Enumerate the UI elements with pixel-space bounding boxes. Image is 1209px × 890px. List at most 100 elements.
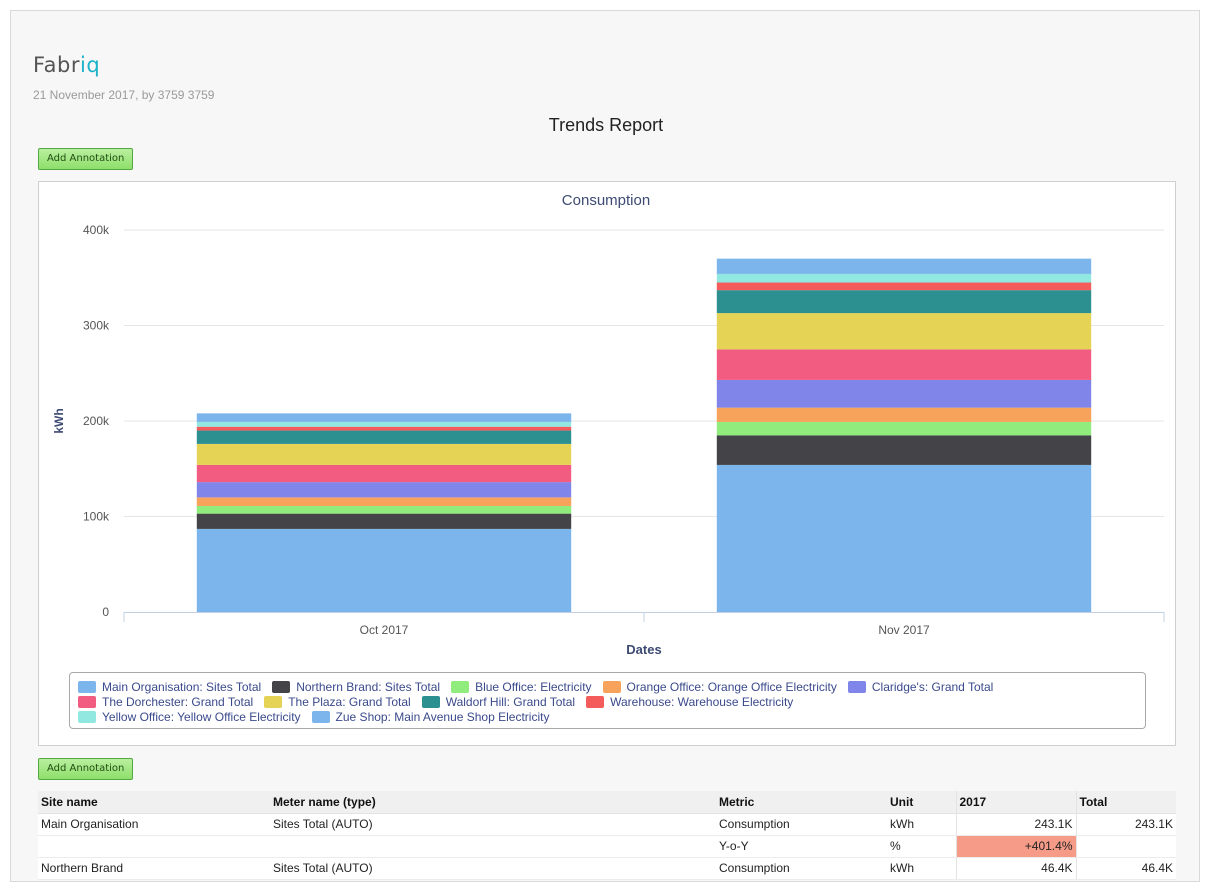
bar-segment [716,379,1092,408]
y-tick-label: 200k [83,414,110,428]
legend-swatch [78,710,96,723]
consumption-table: Site name Meter name (type) Metric Unit … [38,791,1176,880]
table-row: Northern Brand Sites Total (AUTO) Consumpt… [38,857,1176,880]
add-annotation-button[interactable]: Add Annotation [38,148,134,170]
table-cell-unit: kWh [887,857,956,880]
y-axis-title: kWh [52,408,66,433]
bar-segment [716,421,1092,436]
legend-item[interactable]: Warehouse: Warehouse Electricity [586,694,793,709]
y-tick-label: 0 [102,605,109,619]
bar-segment [196,413,572,422]
legend-item[interactable]: Claridge's: Grand Total [847,679,994,694]
bar-segment [196,430,572,444]
legend-item[interactable]: Yellow Office: Yellow Office Electricity [78,709,301,724]
x-tick-label: Oct 2017 [360,623,409,637]
column-header-2017: 2017 [955,791,1076,814]
bar-segment [196,426,572,431]
bar-segment [196,505,572,514]
y-tick-label: 400k [83,223,110,237]
bar-segment [716,349,1092,380]
legend-item[interactable]: The Plaza: Grand Total [264,694,411,709]
report-frame: Fabriq 21 November 2017, by 3759 3759 Tr… [10,10,1200,882]
legend-label: Blue Office: Electricity [475,679,592,694]
table-cell-total: 243.1K [1075,813,1176,836]
x-axis-title: Dates [626,642,661,657]
logo-text: Fabr [33,53,80,77]
legend-label: Claridge's: Grand Total [871,679,994,694]
legend-label: Yellow Office: Yellow Office Electricity [102,709,301,724]
legend-swatch [78,695,96,708]
legend-swatch [78,680,96,693]
legend-swatch [847,680,866,693]
bar-segment [716,258,1092,274]
legend-item[interactable]: Main Organisation: Sites Total [78,679,261,694]
bar-segment [716,290,1092,314]
legend-item[interactable]: Orange Office: Orange Office Electricity [602,679,837,694]
logo-accent-text: iq [79,53,101,77]
column-header-metric: Metric [716,791,887,814]
bar-segment [716,464,1092,612]
chart-canvas: Consumption 0 100k 200k 300k 400k Oct 2017 Nov … [52,192,1165,657]
add-annotation-button-bottom[interactable]: Add Annotation [38,758,134,780]
table-cell-metric: Consumption [716,813,887,836]
legend-row: Yellow Office: Yellow Office Electricity… [78,709,1145,724]
table-row: Y-o-Y% +401.4% [38,835,1176,858]
x-tick-label: Nov 2017 [878,623,930,637]
y-tick-label: 100k [83,510,110,524]
column-header-meter: Meter name (type) [270,791,716,814]
table-cell-site: Main Organisation [38,813,270,836]
table-header-row: Site name Meter name (type) Metric Unit … [38,791,1176,814]
legend-item[interactable]: Waldorf Hill: Grand Total [421,694,576,709]
column-header-site: Site name [38,791,270,814]
legend-swatch [586,695,605,708]
legend-row: Main Organisation: Sites Total Northern B… [78,679,1145,694]
legend-label: The Dorchester: Grand Total [102,694,254,709]
report-meta: 21 November 2017, by 3759 3759 [33,88,215,102]
legend-swatch [451,680,470,693]
table-cell-site: Northern Brand [38,857,270,880]
table-cell-meter: Sites Total (AUTO) [270,857,716,880]
legend-item[interactable]: Northern Brand: Sites Total [272,679,440,694]
legend-item[interactable]: Blue Office: Electricity [451,679,592,694]
table-cell-unit: % [887,835,956,858]
bar-segment [196,464,572,483]
legend-label: The Plaza: Grand Total [288,694,411,709]
column-header-total: Total [1075,791,1176,814]
table-cell-y2017: 243.1K [955,813,1076,836]
legend-item[interactable]: Zue Shop: Main Avenue Shop Electricity [311,709,550,724]
table-cell-metric: Y-o-Y [716,835,887,858]
legend-label: Warehouse: Warehouse Electricity [610,694,794,709]
consumption-chart: Consumption 0 100k 200k 300k 400k Oct 2017 Nov … [38,181,1176,746]
bar-segment [716,313,1092,350]
legend-swatch [421,695,440,708]
bar-segment [196,513,572,529]
legend-swatch [264,695,283,708]
table-cell-total [1075,835,1176,858]
table-cell-site [38,835,270,858]
bar-segment [196,421,572,427]
legend-label: Waldorf Hill: Grand Total [445,694,576,709]
legend-swatch [602,680,621,693]
y-tick-label: 300k [83,319,110,333]
fabriq-logo: Fabriq [33,53,100,77]
legend-row: The Dorchester: Grand Total The Plaza: Gr… [78,694,1145,709]
table-cell-unit: kWh [887,813,956,836]
chart-title: Consumption [562,192,650,209]
legend-label: Main Organisation: Sites Total [102,679,262,694]
bar-segment [716,273,1092,283]
bar-segment [196,443,572,465]
column-header-unit: Unit [887,791,956,814]
table-cell-total: 46.4K [1075,857,1176,880]
table-cell-metric: Consumption [716,857,887,880]
legend-label: Zue Shop: Main Avenue Shop Electricity [335,709,550,724]
report-title: Trends Report [548,115,664,135]
legend-swatch [311,710,330,723]
bar-segment [196,497,572,506]
chart-legend: Main Organisation: Sites Total Northern B… [69,672,1146,729]
table-cell-y2017: +401.4% [955,835,1076,858]
table-cell-y2017: 46.4K [955,857,1076,880]
legend-item[interactable]: The Dorchester: Grand Total [78,694,253,709]
table-cell-meter: Sites Total (AUTO) [270,813,716,836]
legend-swatch [272,680,291,693]
table-cell-meter [270,835,716,858]
